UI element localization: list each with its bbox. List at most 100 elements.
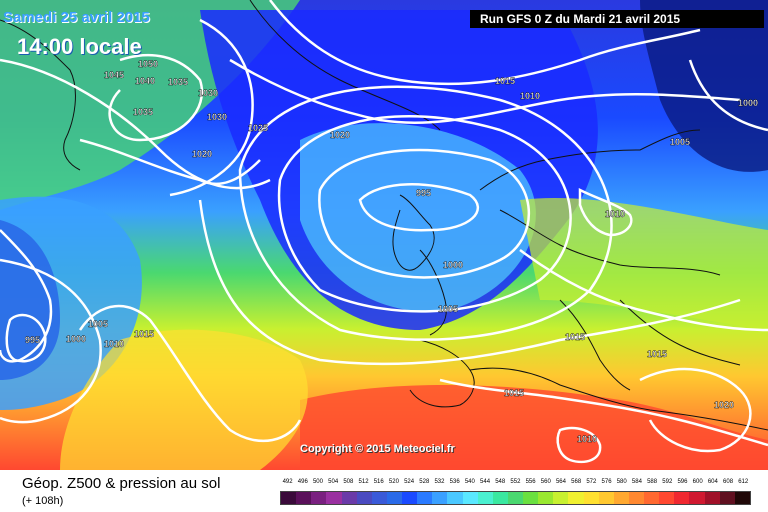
pressure-label: 1035 (133, 107, 153, 117)
legend-value: 612 (738, 479, 749, 485)
pressure-label: 1000 (66, 334, 86, 344)
legend-value: 572 (586, 479, 597, 485)
forecast-offset: (+ 108h) (22, 495, 64, 507)
pressure-label: 1020 (714, 400, 734, 410)
map-title: Géop. Z500 & pression au sol (22, 475, 221, 492)
legend-swatch (659, 492, 675, 504)
legend-value: 496 (297, 479, 308, 485)
legend-swatch (402, 492, 418, 504)
pressure-label: 1030 (198, 88, 218, 98)
legend-swatch (719, 492, 735, 504)
pressure-label: 1000 (738, 98, 758, 108)
pressure-label: 995 (416, 188, 431, 198)
legend-swatch (628, 492, 644, 504)
pressure-label: 1005 (438, 304, 458, 314)
legend-swatch (341, 492, 357, 504)
legend-value: 520 (388, 479, 399, 485)
legend-value: 588 (647, 479, 658, 485)
legend-swatch (613, 492, 629, 504)
run-info: Run GFS 0 Z du Mardi 21 avril 2015 (470, 10, 764, 28)
legend-swatch (356, 492, 372, 504)
legend-swatch (674, 492, 690, 504)
pressure-label: 995 (25, 335, 40, 345)
legend-value: 512 (358, 479, 369, 485)
legend-value: 536 (449, 479, 460, 485)
legend-swatch (704, 492, 720, 504)
pressure-label: 1010 (577, 434, 597, 444)
pressure-label: 1015 (495, 76, 515, 86)
legend-swatch (371, 492, 387, 504)
legend-swatch (523, 492, 539, 504)
map-footer: Géop. Z500 & pression au sol (+ 108h) 49… (0, 470, 768, 512)
legend-value: 560 (540, 479, 551, 485)
pressure-label: 1010 (520, 91, 540, 101)
legend-swatch (296, 492, 312, 504)
northeast-low-field (640, 0, 768, 172)
legend-value: 544 (480, 479, 491, 485)
copyright-notice: Copyright © 2015 Meteociel.fr (300, 443, 455, 455)
legend-value: 540 (464, 479, 475, 485)
legend-swatch (311, 492, 327, 504)
legend-swatch (734, 492, 750, 504)
legend-value: 576 (601, 479, 612, 485)
legend-value: 528 (419, 479, 430, 485)
color-scale-legend (280, 491, 751, 505)
legend-swatch (386, 492, 402, 504)
legend-value: 580 (616, 479, 627, 485)
legend-swatch (432, 492, 448, 504)
pressure-labels: 1050 1045 1040 1035 1030 1035 1030 1025 … (25, 59, 758, 444)
legend-value: 516 (373, 479, 384, 485)
forecast-time: 14:00 locale (17, 34, 142, 59)
legend-swatch (538, 492, 554, 504)
legend-value: 564 (555, 479, 566, 485)
pressure-label: 1015 (565, 332, 585, 342)
legend-swatch (477, 492, 493, 504)
legend-value: 596 (677, 479, 688, 485)
south-atlantic-field (60, 329, 308, 470)
legend-swatch (281, 492, 297, 504)
pressure-label: 1015 (134, 329, 154, 339)
legend-value: 552 (510, 479, 521, 485)
legend-value: 600 (692, 479, 703, 485)
pressure-label: 1015 (504, 388, 524, 398)
legend-swatch (492, 492, 508, 504)
pressure-label: 1005 (670, 137, 690, 147)
legend-value: 608 (723, 479, 734, 485)
legend-value: 508 (343, 479, 354, 485)
legend-value: 556 (525, 479, 536, 485)
legend-swatch (507, 492, 523, 504)
legend-swatch (447, 492, 463, 504)
legend-swatch (326, 492, 342, 504)
pressure-label: 1020 (330, 130, 350, 140)
pressure-label: 1005 (88, 319, 108, 329)
legend-swatch (598, 492, 614, 504)
north-africa-field (300, 385, 768, 470)
legend-swatch (568, 492, 584, 504)
legend-value: 500 (312, 479, 323, 485)
z500-pressure-map: 1050 1045 1040 1035 1030 1035 1030 1025 … (0, 0, 768, 470)
pressure-label: 1010 (605, 209, 625, 219)
legend-swatch (553, 492, 569, 504)
legend-value: 504 (328, 479, 339, 485)
pressure-label: 1035 (168, 77, 188, 87)
forecast-date: Samedi 25 avril 2015 (3, 9, 150, 26)
pressure-label: 1030 (207, 112, 227, 122)
pressure-label: 1040 (135, 76, 155, 86)
legend-value: 492 (282, 479, 293, 485)
pressure-label: 1000 (443, 260, 463, 270)
pressure-label: 1015 (647, 349, 667, 359)
legend-value: 604 (707, 479, 718, 485)
legend-value: 548 (495, 479, 506, 485)
pressure-label: 1050 (138, 59, 158, 69)
pressure-label: 1010 (104, 339, 124, 349)
legend-swatch (689, 492, 705, 504)
pressure-label: 1045 (104, 70, 124, 80)
isobars (0, 0, 768, 462)
legend-swatch (417, 492, 433, 504)
legend-value: 592 (662, 479, 673, 485)
legend-swatch (462, 492, 478, 504)
legend-value: 532 (434, 479, 445, 485)
pressure-label: 1025 (248, 123, 268, 133)
pressure-label: 1020 (192, 149, 212, 159)
